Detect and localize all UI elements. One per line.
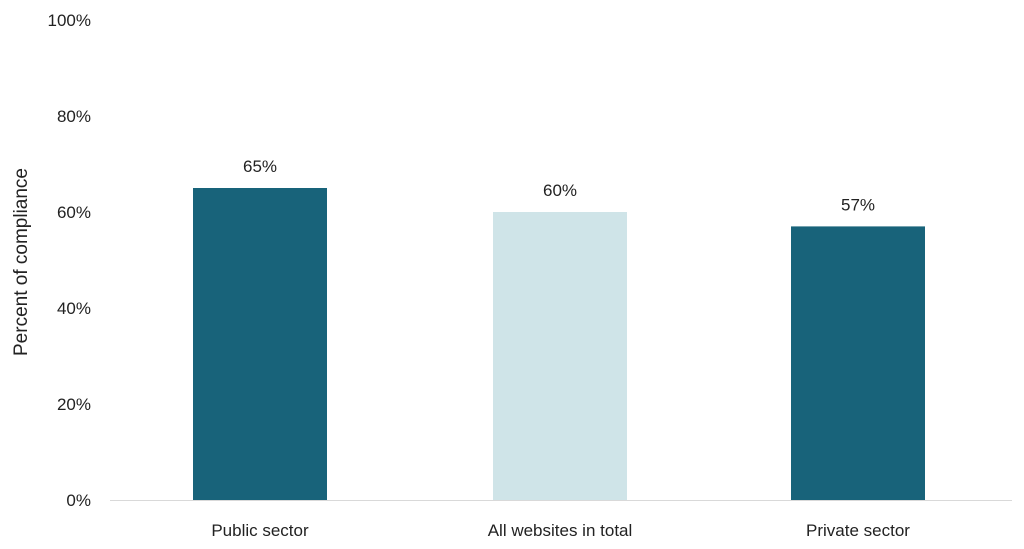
- y-tick-labels: 0% 20% 40% 60% 80% 100%: [48, 11, 91, 510]
- y-tick-label: 40%: [57, 299, 91, 318]
- y-tick-label: 100%: [48, 11, 91, 30]
- bar: [791, 226, 925, 500]
- y-tick-label: 60%: [57, 203, 91, 222]
- y-tick-label: 20%: [57, 395, 91, 414]
- category-label: Private sector: [806, 521, 910, 540]
- category-label: Public sector: [211, 521, 309, 540]
- bars: [193, 188, 925, 500]
- y-axis-title: Percent of compliance: [11, 168, 32, 356]
- bar: [193, 188, 327, 500]
- category-label: All websites in total: [488, 521, 633, 540]
- category-labels: Public sector All websites in total Privat…: [211, 521, 910, 540]
- data-labels: 65% 60% 57%: [243, 157, 875, 214]
- bar: [493, 212, 627, 500]
- y-tick-label: 80%: [57, 107, 91, 126]
- data-label: 57%: [841, 195, 875, 214]
- data-label: 60%: [543, 181, 577, 200]
- y-tick-label: 0%: [66, 491, 91, 510]
- data-label: 65%: [243, 157, 277, 176]
